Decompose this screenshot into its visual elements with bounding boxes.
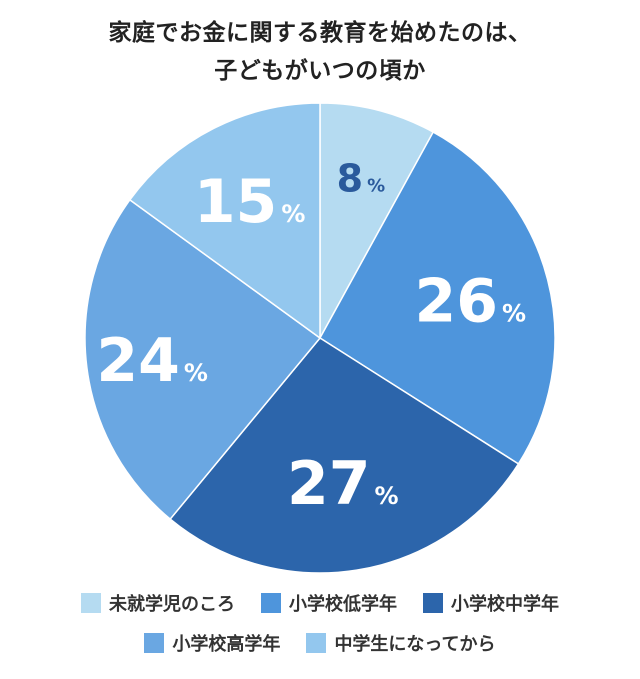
legend-label: 小学校低学年: [289, 594, 397, 615]
legend-label: 中学生になってから: [334, 634, 496, 655]
legend-label: 未就学児のころ: [109, 594, 235, 615]
slice-value-label: 26%: [414, 266, 526, 336]
legend: 未就学児のころ 小学校低学年 小学校中学年小学校高学年 中学生になってから: [0, 590, 640, 670]
legend-row: 小学校高学年 中学生になってから: [0, 630, 640, 656]
chart-title-line2: 子どもがいつの頃か: [214, 58, 426, 84]
legend-swatch: [306, 633, 327, 653]
legend-swatch: [144, 633, 165, 653]
slice-value-label: 27%: [287, 449, 399, 519]
legend-item: 小学校高学年: [144, 630, 280, 656]
legend-swatch: [261, 593, 281, 613]
legend-item: 未就学児のころ: [81, 590, 235, 616]
legend-row: 未就学児のころ 小学校低学年 小学校中学年: [0, 590, 640, 616]
pie-slice: [319, 131, 556, 465]
legend-swatch: [81, 593, 101, 613]
chart-title: 家庭でお金に関する教育を始めたのは、 子どもがいつの頃か: [0, 14, 640, 90]
slice-value-label: 8%: [337, 157, 386, 201]
pie-slice: [128, 102, 321, 340]
pie-slice: [319, 102, 435, 339]
legend-item: 中学生になってから: [306, 630, 496, 656]
pie-chart: 8 % 26 % 27 % 24 % 15%: [84, 102, 556, 574]
legend-label: 小学校高学年: [172, 634, 281, 655]
legend-item: 小学校低学年: [261, 590, 397, 616]
slice-value-label: 15%: [194, 167, 306, 237]
pie-slice: [169, 337, 520, 574]
pie-slice: [84, 198, 322, 521]
chart-title-line1: 家庭でお金に関する教育を始めたのは、: [108, 20, 532, 46]
slice-value-label: 24%: [96, 326, 208, 396]
legend-item: 小学校中学年: [423, 590, 559, 616]
legend-label: 小学校中学年: [451, 594, 559, 615]
legend-swatch: [423, 593, 443, 613]
